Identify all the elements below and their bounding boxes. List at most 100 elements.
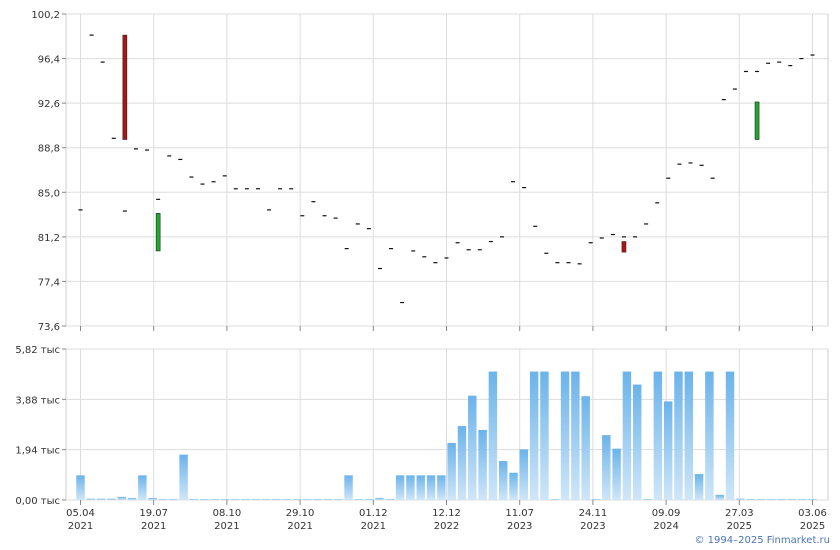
price-tick-label: 96,4	[38, 55, 60, 66]
volume-bar	[684, 371, 694, 500]
x-tick-year: 2023	[507, 521, 532, 532]
price-tick-label: 85,0	[38, 188, 60, 199]
x-tick-date: 01.12	[359, 508, 388, 519]
volume-bar	[282, 499, 291, 501]
x-tick-date: 11.07	[505, 508, 534, 519]
volume-bar	[364, 499, 374, 501]
volume-bar	[127, 497, 137, 500]
x-tick-date: 05.04	[66, 508, 95, 519]
volume-bar	[189, 499, 199, 501]
volume-bar	[653, 371, 663, 500]
volume-bar	[313, 499, 322, 501]
volume-tick-label: 3,88 тыс	[15, 395, 60, 406]
volume-bar	[241, 499, 250, 501]
volume-bar	[138, 475, 147, 500]
volume-bar	[560, 371, 570, 500]
volume-bar	[509, 472, 518, 500]
volume-bar	[375, 497, 384, 500]
volume-bar	[529, 371, 539, 500]
volume-bars	[76, 371, 817, 501]
volume-bar	[581, 396, 590, 500]
volume-bar	[571, 371, 580, 500]
volume-bar	[663, 401, 673, 500]
volume-tick-label: 1,94 тыс	[15, 446, 60, 457]
volume-bar	[416, 475, 425, 500]
volume-bar	[179, 454, 188, 500]
volume-bar	[725, 371, 735, 500]
volume-bar	[468, 395, 477, 500]
x-tick-date: 27.03	[725, 508, 754, 519]
price-candle	[621, 241, 627, 253]
copyright-link[interactable]: © 1994–2025 Finmarket.ru	[694, 535, 830, 546]
volume-bar	[777, 499, 786, 501]
volume-bar	[344, 475, 353, 500]
x-tick-year: 2021	[214, 521, 239, 532]
volume-tick-label: 5,82 тыс	[15, 345, 60, 356]
price-candle	[754, 101, 760, 140]
volume-bar	[674, 371, 683, 500]
volume-bar	[457, 426, 467, 500]
price-candles	[122, 34, 760, 253]
volume-bar	[550, 499, 559, 501]
volume-bar	[385, 499, 395, 501]
volume-bar	[169, 499, 178, 501]
volume-bar	[705, 371, 714, 500]
volume-bar	[426, 475, 436, 500]
x-tick-date: 24.11	[579, 508, 608, 519]
volume-bar	[86, 498, 96, 500]
volume-bar	[406, 475, 415, 500]
volume-bar	[478, 429, 487, 500]
x-tick-date: 03.06	[798, 508, 827, 519]
volume-bar	[272, 499, 281, 501]
volume-bar	[148, 497, 157, 500]
x-tick-year: 2021	[141, 521, 166, 532]
price-tick-label: 92,6	[38, 99, 60, 110]
volume-bar	[261, 499, 271, 501]
x-tick-date: 08.10	[213, 508, 242, 519]
x-axis: 05.04 2021 19.07 2021 08.10 2021 29.10 2021 01.1…	[66, 326, 827, 532]
volume-bar	[633, 384, 642, 500]
x-tick-date: 19.07	[139, 508, 168, 519]
x-tick-year: 2021	[361, 521, 386, 532]
price-candle	[155, 213, 161, 252]
volume-bar	[199, 499, 209, 501]
volume-bar	[334, 499, 343, 501]
volume-bar	[158, 499, 168, 501]
x-tick-date: 12.12	[432, 508, 461, 519]
price-markers	[78, 34, 815, 304]
volume-bar	[498, 461, 508, 500]
volume-bar	[736, 498, 745, 500]
volume-bar	[292, 499, 302, 501]
volume-bar	[808, 499, 817, 501]
volume-bar	[323, 499, 333, 501]
volume-bar	[76, 475, 85, 500]
volume-bar	[756, 499, 766, 501]
price-grid	[65, 13, 829, 327]
volume-y-axis: 5,82 тыс 3,88 тыс 1,94 тыс 0,00 тыс	[15, 345, 66, 507]
volume-bar	[447, 442, 456, 500]
x-tick-year: 2021	[287, 521, 312, 532]
volume-bar	[694, 474, 704, 500]
volume-bar	[210, 499, 219, 501]
price-tick-label: 81,2	[38, 233, 60, 244]
volume-bar	[395, 475, 405, 500]
price-tick-label: 77,4	[38, 277, 60, 288]
volume-bar	[354, 499, 364, 501]
volume-bar	[107, 498, 116, 500]
volume-bar	[540, 371, 549, 500]
x-tick-year: 2025	[800, 521, 825, 532]
volume-bar	[767, 499, 776, 501]
volume-tick-label: 0,00 тыс	[15, 496, 60, 507]
x-tick-year: 2022	[434, 521, 459, 532]
x-tick-year: 2025	[727, 521, 752, 532]
volume-bar	[787, 499, 797, 501]
price-y-axis: 100,2 96,4 92,6 88,8 85,0 81,2 77,4 73,6	[31, 10, 66, 333]
volume-bar	[519, 449, 529, 500]
volume-bar	[303, 499, 312, 501]
volume-bar	[96, 498, 106, 500]
volume-bar	[117, 496, 126, 500]
volume-bar	[746, 499, 755, 501]
price-candle	[122, 34, 128, 140]
price-tick-label: 100,2	[31, 10, 60, 21]
